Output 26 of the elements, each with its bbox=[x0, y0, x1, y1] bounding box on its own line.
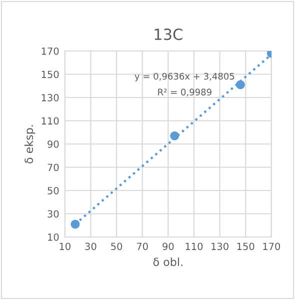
y-tick-label: 50 bbox=[48, 186, 59, 194]
x-tick-label: 30 bbox=[85, 242, 96, 250]
point bbox=[236, 80, 245, 90]
y-tick-label: 170 bbox=[42, 47, 59, 55]
x-tick-label: 110 bbox=[186, 242, 203, 250]
x-tick-label: 150 bbox=[237, 242, 254, 250]
y-tick-label: 10 bbox=[48, 233, 59, 241]
chart-title: 13C bbox=[154, 28, 182, 40]
x-tick-label: 70 bbox=[136, 242, 148, 250]
y-tick-label: 150 bbox=[42, 70, 59, 78]
x-tick-label: 50 bbox=[111, 242, 122, 250]
annotation: y = 0,9636x + 3,4805 bbox=[134, 72, 234, 82]
y-axis-title: δ eksp. bbox=[24, 125, 36, 164]
x-axis-title: δ obl. bbox=[153, 258, 182, 266]
x-tick-label: 130 bbox=[212, 242, 228, 250]
annotation: R² = 0,9989 bbox=[158, 88, 212, 96]
x-tick-label: 10 bbox=[60, 242, 70, 250]
y-tick-label: 30 bbox=[48, 210, 59, 218]
y-tick-label: 130 bbox=[42, 94, 59, 102]
x-tick-label: 90 bbox=[162, 242, 174, 250]
point bbox=[170, 131, 180, 140]
y-tick-label: 70 bbox=[48, 164, 59, 172]
y-tick-label: 90 bbox=[48, 140, 59, 148]
x-tick-label: 170 bbox=[263, 242, 280, 250]
point bbox=[70, 220, 80, 229]
y-tick-label: 110 bbox=[42, 117, 59, 125]
